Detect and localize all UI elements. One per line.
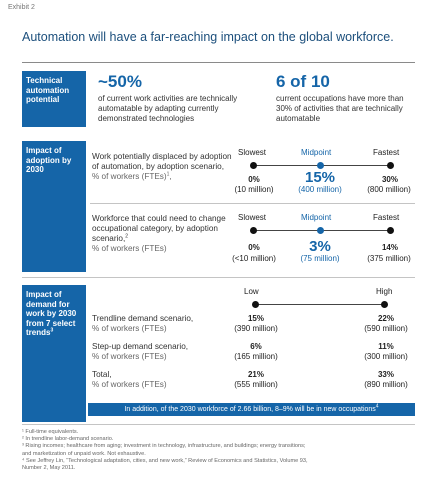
row2-slowest-value: 0% bbox=[248, 243, 260, 252]
footnote-4-cont: Number 2, May 2011. bbox=[22, 465, 76, 472]
section-divider bbox=[22, 277, 415, 278]
scale-dot-slowest bbox=[250, 162, 257, 169]
stat-occupations-description: current occupations have more than 30% o… bbox=[276, 94, 404, 123]
demand-dot-high bbox=[381, 301, 388, 308]
scale-dot-slowest-2 bbox=[250, 227, 257, 234]
scale-dot-midpoint bbox=[317, 162, 324, 169]
demand-stepup-low-sub: (165 million) bbox=[234, 352, 278, 361]
row1-midpoint-value: 15% bbox=[304, 169, 336, 186]
row2-midpoint-value: 3% bbox=[309, 238, 331, 255]
row-occupation-change-title: Workforce that could need to change occu… bbox=[92, 214, 226, 243]
scale-label-low: Low bbox=[244, 287, 259, 296]
new-occupations-banner-text: In addition, of the 2030 workforce of 2.… bbox=[124, 406, 376, 413]
demand-stepup-low-value: 6% bbox=[250, 342, 262, 351]
demand-total-high-sub: (890 million) bbox=[364, 380, 408, 389]
new-occupations-banner: In addition, of the 2030 workforce of 2.… bbox=[88, 403, 415, 416]
row1-fastest-value: 30% bbox=[381, 175, 398, 184]
row-work-displaced-label: Work potentially displaced by adoption o… bbox=[92, 152, 232, 181]
footnote-ref-3: 3 bbox=[50, 327, 54, 334]
row2-fastest-sub: (375 million) bbox=[367, 254, 411, 263]
scale-label-slowest: Slowest bbox=[238, 148, 267, 157]
footnote-3-cont: and marketization of unpaid work. Not ex… bbox=[22, 450, 146, 457]
scale-dot-fastest bbox=[387, 162, 394, 169]
section-label-demand-text: Impact of demand for work by 2030 from 7… bbox=[26, 290, 77, 337]
footnote-2: ² In trendline labor-demand scenario. bbox=[22, 436, 114, 443]
stat-occupations-value: 6 of 10 bbox=[276, 72, 330, 91]
row1-slowest-sub: (10 million) bbox=[234, 185, 274, 194]
row-occupation-change-unit: % of workers (FTEs) bbox=[92, 244, 167, 253]
demand-row-total-title: Total, bbox=[92, 370, 112, 379]
scale-label-fastest-2: Fastest bbox=[373, 213, 400, 222]
row2-midpoint-sub: (75 million) bbox=[300, 254, 340, 263]
demand-total-high-value: 33% bbox=[377, 370, 394, 379]
demand-row-stepup-label: Step-up demand scenario, % of workers (F… bbox=[92, 342, 232, 362]
footnotes: ¹ Full-time equivalents. ² In trendline … bbox=[22, 429, 415, 472]
row1-fastest-sub: (800 million) bbox=[367, 185, 411, 194]
footnote-ref-2: 2 bbox=[125, 233, 129, 240]
demand-stepup-high-value: 11% bbox=[378, 342, 394, 351]
row-work-displaced-unit: % of workers (FTEs) bbox=[92, 172, 167, 181]
row1-midpoint-sub: (400 million) bbox=[298, 185, 342, 194]
scale-label-high: High bbox=[376, 287, 393, 296]
demand-total-low-sub: (555 million) bbox=[234, 380, 278, 389]
demand-scale-track bbox=[256, 304, 384, 305]
row2-fastest-value: 14% bbox=[381, 243, 398, 252]
demand-row-total-unit: % of workers (FTEs) bbox=[92, 380, 167, 389]
demand-total-low-value: 21% bbox=[247, 370, 264, 379]
title-divider bbox=[22, 62, 415, 63]
page-title: Automation will have a far-reaching impa… bbox=[22, 30, 394, 44]
demand-stepup-high-sub: (300 million) bbox=[364, 352, 408, 361]
footnote-3: ³ Rising incomes; healthcare from aging;… bbox=[22, 443, 306, 450]
demand-row-trendline-title: Trendline demand scenario, bbox=[92, 314, 194, 323]
scale-label-slowest-2: Slowest bbox=[238, 213, 267, 222]
scale-label-midpoint: Midpoint bbox=[301, 148, 332, 157]
footnote-4: ⁴ See Jeffrey Lin, “Technological adapta… bbox=[22, 457, 308, 464]
row-work-displaced-title: Work potentially displaced by adoption o… bbox=[92, 152, 232, 171]
section-label-adoption: Impact of adoption by 2030 bbox=[22, 141, 86, 272]
footnote-ref-4: 4 bbox=[375, 403, 379, 410]
demand-trendline-low-sub: (390 million) bbox=[234, 324, 278, 333]
section-label-automation-potential: Technical automation potential bbox=[22, 71, 86, 127]
scale-dot-fastest-2 bbox=[387, 227, 394, 234]
scale-dot-midpoint-2 bbox=[317, 227, 324, 234]
scale-label-fastest: Fastest bbox=[373, 148, 400, 157]
demand-dot-low bbox=[252, 301, 259, 308]
demand-trendline-high-value: 22% bbox=[377, 314, 394, 323]
row-divider bbox=[90, 203, 415, 204]
demand-row-total-label: Total, % of workers (FTEs) bbox=[92, 370, 232, 390]
exhibit-label: Exhibit 2 bbox=[8, 4, 35, 11]
row1-slowest-value: 0% bbox=[248, 175, 260, 184]
demand-trendline-low-value: 15% bbox=[247, 314, 264, 323]
demand-trendline-high-sub: (590 million) bbox=[364, 324, 408, 333]
demand-row-stepup-title: Step-up demand scenario, bbox=[92, 342, 189, 351]
footnote-1: ¹ Full-time equivalents. bbox=[22, 429, 79, 435]
footnote-ref-1: 1 bbox=[166, 171, 170, 178]
stat-activities-description: of current work activities are technical… bbox=[98, 94, 238, 123]
footnote-divider bbox=[22, 424, 415, 425]
row2-slowest-sub: (<10 million) bbox=[232, 254, 276, 263]
stat-activities-value: ~50% bbox=[98, 72, 142, 91]
demand-row-trendline-label: Trendline demand scenario, % of workers … bbox=[92, 314, 232, 334]
demand-row-stepup-unit: % of workers (FTEs) bbox=[92, 352, 167, 361]
section-label-demand: Impact of demand for work by 2030 from 7… bbox=[22, 285, 86, 422]
demand-row-trendline-unit: % of workers (FTEs) bbox=[92, 324, 167, 333]
row-occupation-change-label: Workforce that could need to change occu… bbox=[92, 214, 237, 254]
scale-label-midpoint-2: Midpoint bbox=[301, 213, 332, 222]
